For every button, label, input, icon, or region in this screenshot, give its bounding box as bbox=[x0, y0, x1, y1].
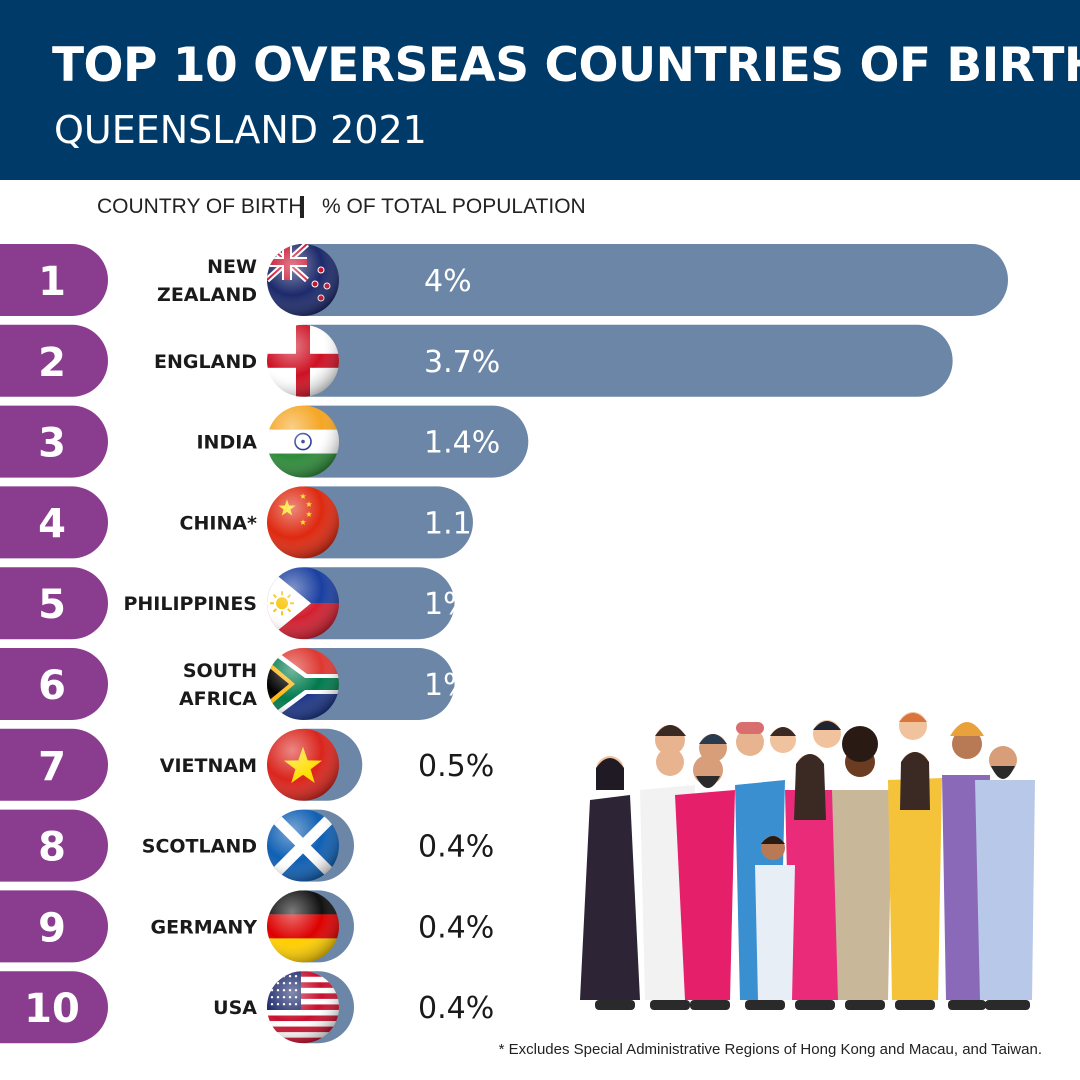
country-label: NEW ZEALAND bbox=[157, 256, 257, 306]
people-illustration bbox=[570, 712, 1050, 1024]
country-label: VIETNAM bbox=[160, 755, 257, 777]
flag-shine bbox=[267, 244, 339, 316]
rank-label: 2 bbox=[38, 340, 66, 386]
flag-shine bbox=[267, 728, 339, 801]
bar-row: 9 GERMANY 0.4% bbox=[0, 890, 494, 963]
country-label: USA bbox=[213, 997, 257, 1019]
value-label: 0.4% bbox=[418, 830, 494, 865]
rank-label: 4 bbox=[38, 501, 66, 547]
rank-label: 8 bbox=[38, 825, 66, 871]
rank-tab bbox=[0, 324, 108, 397]
country-label: ENGLAND bbox=[154, 351, 257, 373]
rank-tab bbox=[0, 486, 108, 559]
flag-shine bbox=[267, 486, 339, 559]
bar-row: 1 NEW ZEALAND 4% bbox=[0, 244, 1008, 316]
people-bodies bbox=[570, 726, 1050, 1024]
bar-row: 3 INDIA 1.4% bbox=[0, 405, 529, 478]
value-label: 3.7% bbox=[424, 345, 500, 380]
country-label: SOUTH AFRICA bbox=[179, 660, 257, 710]
chart-subtitle: QUEENSLAND 2021 bbox=[54, 108, 427, 152]
rank-label: 1 bbox=[38, 259, 66, 305]
flag-shine bbox=[267, 567, 339, 640]
bar-row: 4 CHINA* 1.1% bbox=[0, 486, 500, 559]
bar bbox=[270, 324, 953, 397]
flag-shine bbox=[267, 648, 339, 720]
value-label: 0.4% bbox=[418, 910, 494, 945]
value-label: 1% bbox=[424, 587, 472, 622]
rank-tab bbox=[0, 809, 108, 882]
bar-row: 7 VIETNAM 0.5% bbox=[0, 728, 494, 801]
rank-label: 3 bbox=[38, 421, 66, 467]
rank-label: 9 bbox=[38, 905, 66, 951]
flag-shine bbox=[267, 809, 339, 882]
bar-row: 8 SCOTLAND 0.4% bbox=[0, 809, 494, 882]
rank-label: 5 bbox=[38, 582, 66, 628]
column-header-country: COUNTRY OF BIRTH bbox=[97, 195, 304, 218]
rank-label: 10 bbox=[24, 986, 80, 1032]
rank-tab bbox=[0, 890, 108, 963]
country-label: CHINA* bbox=[180, 512, 258, 534]
column-header-divider bbox=[300, 196, 304, 218]
rank-tab bbox=[0, 971, 108, 1044]
value-label: 1% bbox=[424, 668, 472, 703]
flag-shine bbox=[267, 324, 339, 397]
bar-row: 5 PHILIPPINES 1% bbox=[0, 567, 472, 640]
country-label: PHILIPPINES bbox=[123, 593, 257, 615]
country-label: INDIA bbox=[196, 432, 257, 454]
value-label: 0.4% bbox=[418, 991, 494, 1026]
column-header-percent: % OF TOTAL POPULATION bbox=[322, 195, 586, 218]
rank-label: 7 bbox=[38, 744, 66, 790]
footnote: * Excludes Special Administrative Region… bbox=[498, 1041, 1042, 1058]
rank-label: 6 bbox=[38, 663, 66, 709]
people-back-row bbox=[655, 712, 984, 762]
bar-row: 6 SOUTH AFRICA 1% bbox=[0, 648, 472, 720]
rank-tab bbox=[0, 728, 108, 801]
value-label: 1.4% bbox=[424, 426, 500, 461]
rank-tab bbox=[0, 567, 108, 640]
rank-tab bbox=[0, 405, 108, 478]
chart-title: TOP 10 OVERSEAS COUNTRIES OF BIRTH bbox=[52, 38, 1080, 93]
header-banner: TOP 10 OVERSEAS COUNTRIES OF BIRTH QUEEN… bbox=[0, 0, 1080, 180]
flag-shine bbox=[267, 890, 339, 963]
bar-row: 10 USA 0.4% bbox=[0, 971, 494, 1044]
bar-row: 2 ENGLAND 3.7% bbox=[0, 324, 953, 397]
bar bbox=[270, 244, 1008, 316]
value-label: 4% bbox=[424, 264, 472, 299]
country-label: GERMANY bbox=[151, 916, 258, 938]
rank-tab bbox=[0, 648, 108, 720]
value-label: 1.1% bbox=[424, 506, 500, 541]
flag-shine bbox=[267, 971, 339, 1044]
rank-tab bbox=[0, 244, 108, 316]
value-label: 0.5% bbox=[418, 749, 494, 784]
bar bbox=[270, 405, 529, 478]
flag-shine bbox=[267, 405, 339, 478]
country-label: SCOTLAND bbox=[142, 836, 257, 858]
